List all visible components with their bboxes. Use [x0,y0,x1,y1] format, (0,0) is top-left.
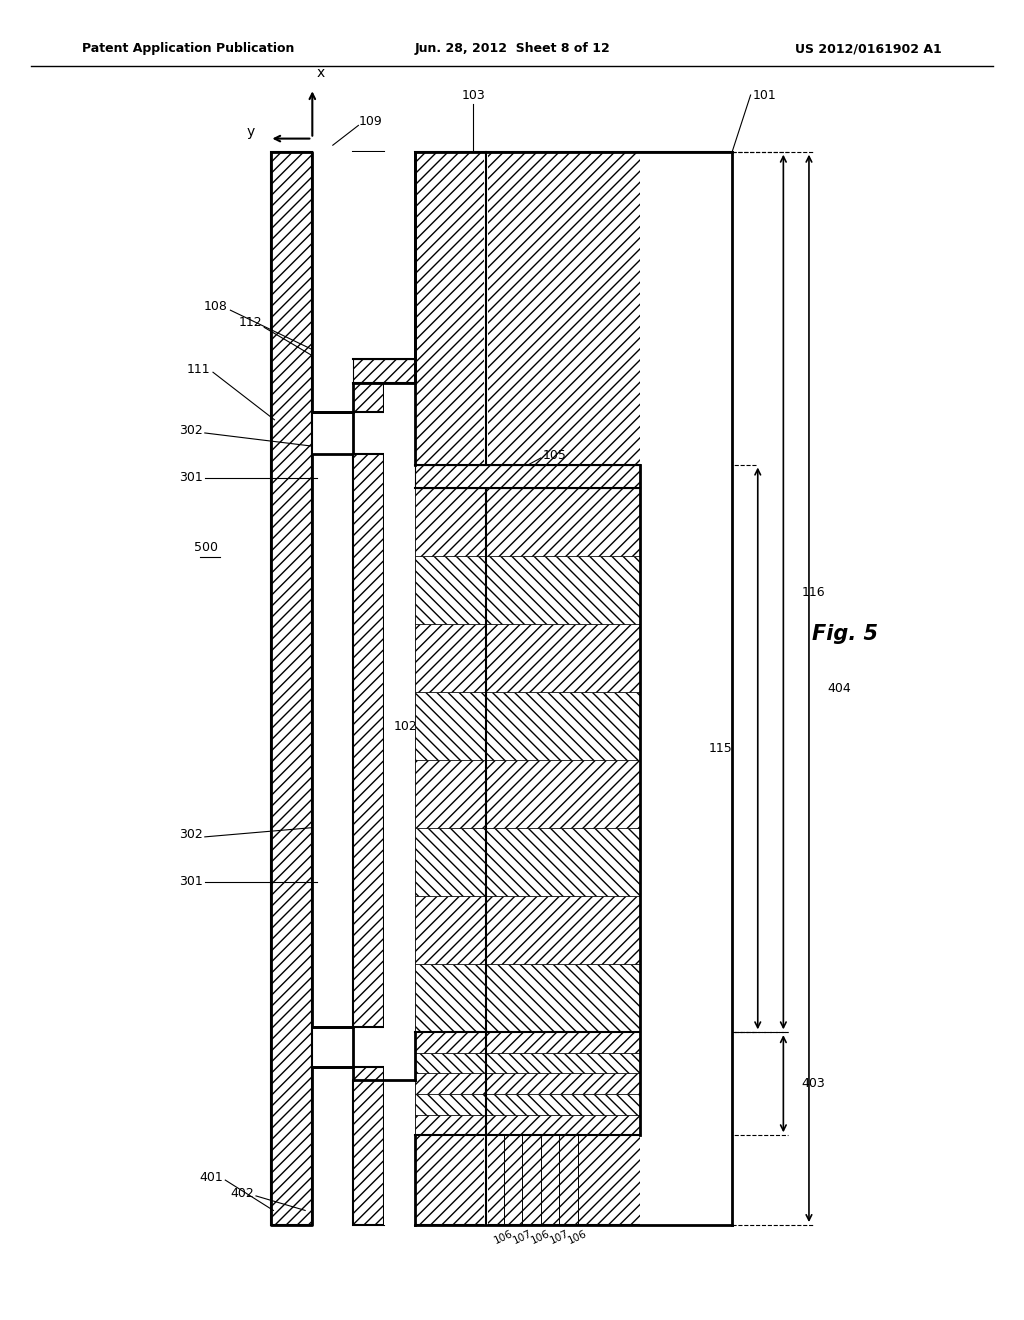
Text: 105: 105 [543,449,566,462]
Bar [353,152,384,412]
Text: 301: 301 [179,875,203,888]
Text: 102: 102 [394,719,418,733]
Bar [415,964,640,1032]
Text: y: y [247,125,255,139]
Text: 106: 106 [566,1228,589,1246]
Bar [484,152,488,1225]
Bar [415,1053,640,1073]
Text: Fig. 5: Fig. 5 [812,623,878,644]
Bar [415,465,640,488]
Bar [415,896,640,964]
Bar [353,1067,384,1225]
Text: 107: 107 [511,1228,534,1246]
Text: Patent Application Publication: Patent Application Publication [82,42,294,55]
Text: 301: 301 [179,471,203,484]
Text: Jun. 28, 2012  Sheet 8 of 12: Jun. 28, 2012 Sheet 8 of 12 [414,42,610,55]
Bar [415,624,640,692]
Bar [415,1032,640,1053]
Bar [312,152,415,383]
Bar [353,359,415,383]
Bar [415,1094,640,1114]
Bar [312,1067,353,1080]
Bar [415,1114,640,1135]
Bar [384,152,415,1225]
Text: 111: 111 [186,363,210,376]
Text: 112: 112 [239,315,262,329]
Bar [415,1073,640,1094]
Text: 103: 103 [461,88,485,102]
Text: US 2012/0161902 A1: US 2012/0161902 A1 [796,42,942,55]
Text: 106: 106 [493,1228,515,1246]
Bar [415,829,640,896]
Bar [415,152,732,1225]
Text: 404: 404 [827,682,851,694]
Bar [415,760,640,829]
Text: 109: 109 [358,115,382,128]
Text: 107: 107 [548,1228,570,1246]
Bar [415,488,640,557]
Text: 401: 401 [200,1171,223,1184]
Text: 302: 302 [179,828,203,841]
Text: x: x [316,66,325,79]
Bar [415,692,640,760]
Bar [415,557,640,624]
Text: 500: 500 [195,541,218,554]
Text: 115: 115 [709,742,732,755]
Text: 116: 116 [802,586,825,598]
Bar [640,152,732,1225]
Bar [353,454,384,1027]
Bar [271,152,312,1225]
Text: 402: 402 [230,1187,254,1200]
Text: 101: 101 [753,88,776,102]
Text: 403: 403 [802,1077,825,1090]
Text: 108: 108 [204,300,227,313]
Text: 302: 302 [179,424,203,437]
Bar [312,383,353,412]
Text: 106: 106 [529,1228,552,1246]
